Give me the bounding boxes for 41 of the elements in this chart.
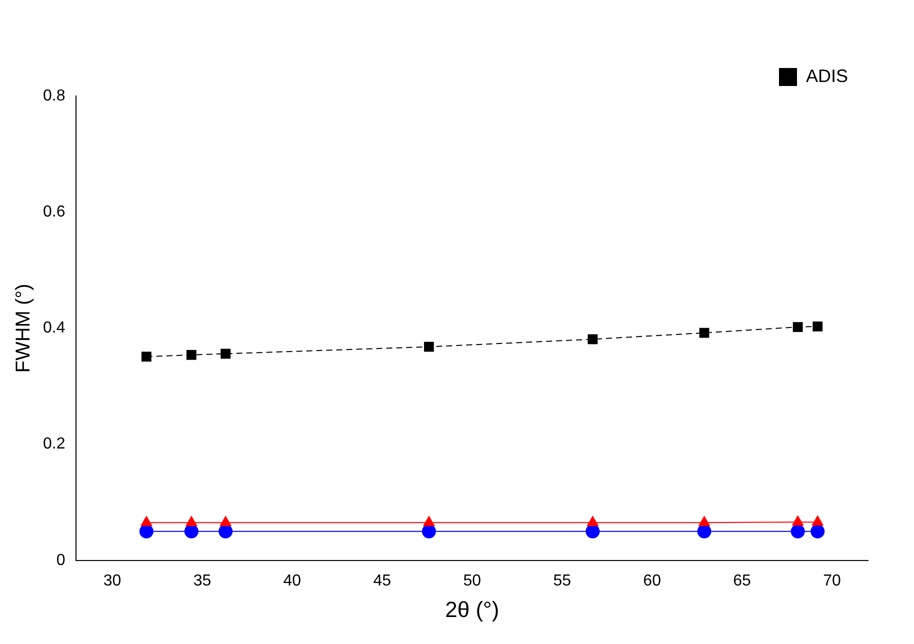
- point: [218, 524, 233, 538]
- x-tick-label: 45: [373, 572, 392, 590]
- point: [699, 328, 710, 338]
- point: [220, 516, 232, 526]
- x-tick-label: 60: [643, 572, 662, 590]
- y-axis-title: FWHM (°): [12, 284, 35, 373]
- y-tick-label: 0.2: [42, 436, 66, 453]
- point: [184, 524, 198, 538]
- point: [220, 348, 231, 359]
- point: [812, 322, 823, 332]
- point: [139, 524, 154, 538]
- point: [790, 524, 805, 538]
- legend-label: ADIS: [806, 66, 848, 86]
- x-axis-title: 2θ (°): [445, 596, 500, 622]
- point: [792, 322, 803, 332]
- x-tick-label: 35: [193, 572, 212, 590]
- point: [141, 352, 152, 362]
- point: [586, 524, 600, 538]
- point: [588, 334, 598, 344]
- point: [186, 350, 196, 360]
- point: [698, 516, 710, 526]
- point: [810, 524, 825, 538]
- point: [185, 516, 198, 526]
- x-tick-label: 70: [823, 572, 842, 590]
- point: [697, 524, 712, 538]
- x-tick-label: 50: [463, 572, 482, 590]
- point: [586, 516, 599, 526]
- y-tick-label: 0.6: [42, 204, 66, 221]
- y-tick-label: 0.8: [42, 87, 66, 104]
- point: [140, 516, 152, 526]
- y-tick-label: 0.4: [42, 320, 66, 337]
- point: [422, 524, 436, 538]
- y-tick-label: 0: [56, 552, 66, 569]
- x-tick-label: 40: [283, 572, 302, 590]
- x-tick-label: 55: [553, 572, 572, 590]
- point: [812, 515, 824, 526]
- point: [792, 515, 804, 526]
- x-tick-label: 30: [103, 572, 122, 590]
- point: [422, 516, 435, 526]
- point: [424, 342, 434, 352]
- x-tick-label: 65: [733, 572, 752, 590]
